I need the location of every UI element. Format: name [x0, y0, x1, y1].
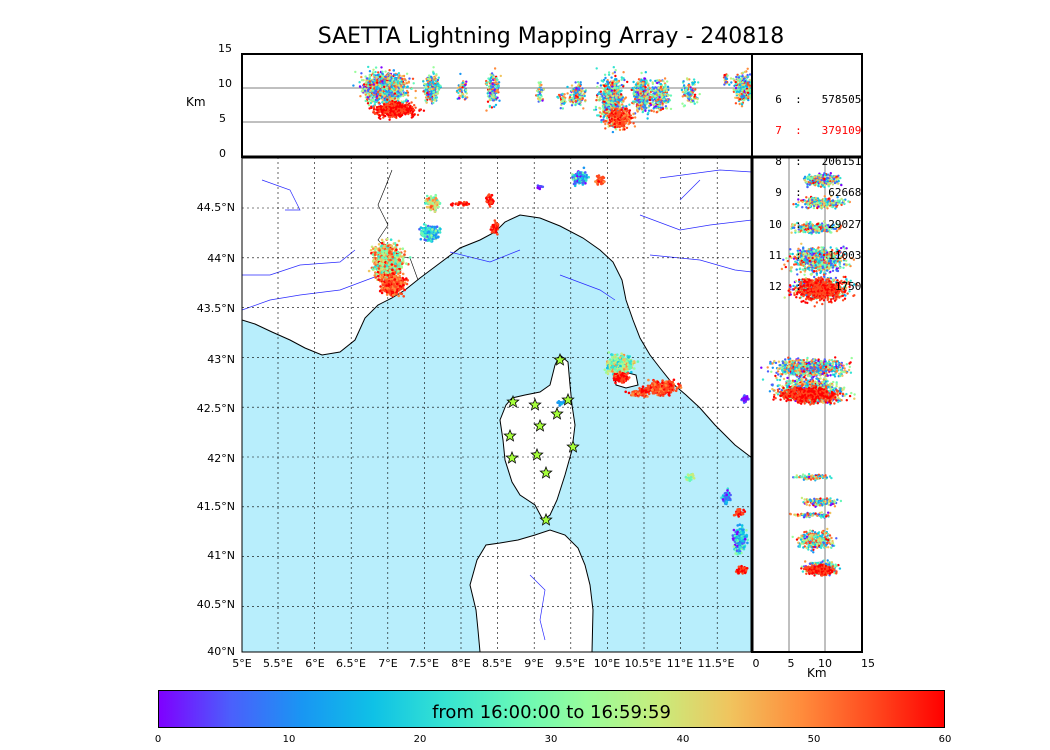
- stat-row: 6 : 578505: [775, 92, 862, 106]
- right-alt-tick: 15: [861, 657, 875, 670]
- lat-tick: 40.5°N: [196, 598, 235, 611]
- lat-tick: 41°N: [207, 549, 235, 562]
- lon-tick: 11°E: [666, 657, 694, 670]
- star-icon: [561, 392, 575, 406]
- star-icon: [566, 439, 580, 453]
- lon-tick: 7°E: [378, 657, 398, 670]
- colorbar-tick: 40: [676, 734, 690, 745]
- colorbar-tick: 0: [154, 734, 162, 745]
- right-altitude-axis-label: Km: [807, 666, 827, 680]
- lat-tick: 42°N: [207, 452, 235, 465]
- lon-tick: 10°E: [593, 657, 621, 670]
- lon-tick: 8°E: [451, 657, 471, 670]
- colorbar-time-range: from 16:00:00 to 16:59:59: [432, 702, 671, 723]
- colorbar-tick: 20: [413, 734, 427, 745]
- stat-row: 12 : 1750: [768, 280, 862, 294]
- mainland-coast: [242, 157, 752, 459]
- lightning-sources-lon-alt: [352, 65, 752, 134]
- star-icon: [503, 428, 517, 442]
- star-icon: [533, 418, 547, 432]
- lon-tick: 10.5°E: [624, 657, 662, 670]
- lon-tick: 11.5°E: [697, 657, 735, 670]
- lon-tick: 9°E: [524, 657, 544, 670]
- lightning-sources-alt-lat: [760, 172, 858, 577]
- star-icon: [528, 397, 542, 411]
- lon-tick: 7.5°E: [409, 657, 439, 670]
- star-icon: [506, 394, 520, 408]
- colorbar-tick: 30: [544, 734, 558, 745]
- star-icon: [539, 465, 553, 479]
- right-alt-tick: 10: [818, 657, 832, 670]
- colorbar-tick: 10: [282, 734, 296, 745]
- right-alt-tick: 0: [752, 657, 760, 670]
- top-panel: [242, 65, 752, 134]
- lat-tick: 41.5°N: [196, 500, 235, 513]
- top-alt-tick: 15: [218, 42, 232, 55]
- lat-tick: 44.5°N: [196, 201, 235, 214]
- star-icon: [505, 450, 519, 464]
- lon-tick: 9.5°E: [555, 657, 585, 670]
- top-alt-tick: 0: [219, 147, 226, 160]
- lightning-sources-map: [367, 166, 750, 575]
- top-alt-tick: 5: [219, 112, 226, 125]
- lat-tick: 44°N: [207, 252, 235, 265]
- star-icon: [550, 406, 564, 420]
- lon-tick: 6.5°E: [336, 657, 366, 670]
- corsica: [499, 354, 576, 521]
- lon-tick: 8.5°E: [482, 657, 512, 670]
- stat-row: 9 : 62668: [775, 186, 862, 200]
- time-colorbar: [158, 690, 945, 728]
- graticule: [242, 157, 752, 652]
- lat-tick: 43°N: [207, 353, 235, 366]
- lma-stations: [503, 352, 580, 526]
- sardinia: [469, 529, 594, 652]
- lon-tick: 6°E: [305, 657, 325, 670]
- chart-title: SAETTA Lightning Mapping Array - 240818: [317, 24, 785, 49]
- lon-tick: 5.5°E: [263, 657, 293, 670]
- lon-tick: 5°E: [232, 657, 252, 670]
- stat-row: 8 : 206151: [775, 155, 862, 169]
- right-alt-tick: 5: [787, 657, 795, 670]
- star-icon: [539, 512, 553, 526]
- stat-row: 11 : 11003: [768, 248, 862, 262]
- colorbar-tick: 60: [938, 734, 952, 745]
- star-icon: [553, 352, 567, 366]
- stat-row: 7 : 379109: [775, 124, 862, 138]
- top-alt-tick: 10: [218, 77, 232, 90]
- lat-tick: 40°N: [207, 645, 235, 658]
- right-panel: [760, 157, 858, 652]
- lat-tick: 43.5°N: [196, 302, 235, 315]
- rivers: [242, 169, 752, 641]
- star-icon: [530, 447, 544, 461]
- altitude-source-counts: 6 : 578505 7 : 379109 8 : 206151 9 : 626…: [762, 74, 862, 303]
- map-panel: [242, 157, 752, 652]
- lat-tick: 42.5°N: [196, 402, 235, 415]
- altitude-axis-label: Km: [186, 95, 206, 109]
- stat-row: 10 : 29027: [768, 217, 862, 231]
- colorbar-tick: 50: [807, 734, 821, 745]
